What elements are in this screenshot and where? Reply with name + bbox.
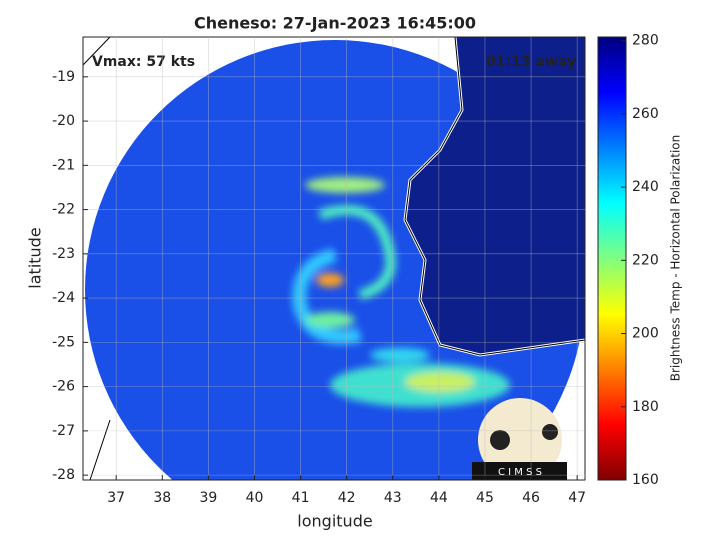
- colorbar-label: Brightness Temp - Horizontal Polarizatio…: [669, 135, 683, 382]
- colorbar: [597, 36, 627, 481]
- y-tick-label: -23: [52, 246, 75, 262]
- y-tick-label: -19: [52, 69, 75, 85]
- x-tick-label: 43: [384, 490, 402, 506]
- x-axis-label: longitude: [297, 512, 372, 531]
- x-tick-label: 45: [476, 490, 494, 506]
- y-tick-label: -21: [52, 157, 75, 173]
- colorbar-tick-label: 160: [632, 472, 659, 488]
- axes-box: [82, 36, 586, 481]
- x-tick-label: 42: [338, 490, 356, 506]
- y-tick-label: -24: [52, 290, 75, 306]
- logo-text: C I M S S: [498, 467, 542, 478]
- x-tick-label: 46: [522, 490, 540, 506]
- x-tick-label: 41: [292, 490, 310, 506]
- x-tick-label: 39: [199, 490, 217, 506]
- colorbar-tick-label: 200: [632, 326, 659, 342]
- y-axis-label: latitude: [26, 227, 45, 288]
- colorbar-tick-label: 240: [632, 179, 659, 195]
- x-tick-label: 37: [107, 490, 125, 506]
- x-tick-label: 44: [430, 490, 448, 506]
- colorbar-tick-label: 280: [632, 33, 659, 49]
- satellite-image: [83, 37, 585, 480]
- y-tick-label: -27: [52, 423, 75, 439]
- colorbar-tick-label: 220: [632, 252, 659, 268]
- chart-title: Cheneso: 27-Jan-2023 16:45:00: [194, 14, 476, 33]
- y-tick-label: -25: [52, 334, 75, 350]
- x-tick-label: 40: [246, 490, 264, 506]
- y-tick-label: -28: [52, 467, 75, 483]
- y-tick-label: -26: [52, 379, 75, 395]
- colorbar-tick-label: 260: [632, 106, 659, 122]
- annotation: Vmax: 57 kts: [92, 54, 195, 70]
- y-tick-label: -22: [52, 202, 75, 218]
- colorbar-tick-label: 180: [632, 399, 659, 415]
- x-tick-label: 47: [568, 490, 586, 506]
- y-tick-label: -20: [52, 113, 75, 129]
- x-tick-label: 38: [153, 490, 171, 506]
